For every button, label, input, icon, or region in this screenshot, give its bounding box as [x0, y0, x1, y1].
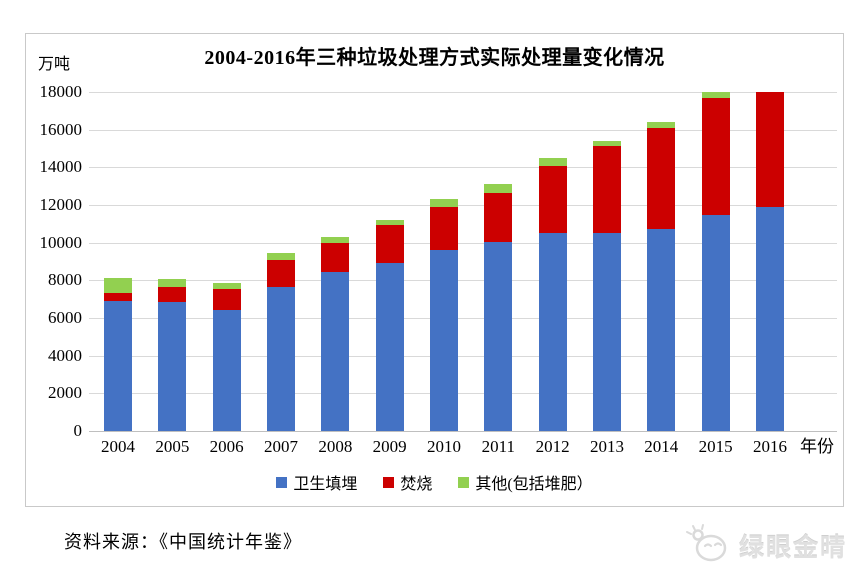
gridline-16000 — [89, 129, 837, 131]
gridline-8000 — [89, 280, 837, 282]
bar-segment-其他(包括堆肥)-2013 — [592, 141, 621, 147]
bar-segment-其他(包括堆肥)-2010 — [429, 198, 458, 207]
panda-face-icon — [683, 520, 735, 571]
legend: 卫生填埋 焚烧 其他(包括堆肥） — [26, 470, 843, 494]
gridline-10000 — [89, 242, 837, 244]
watermark-text: 绿眼金晴 — [738, 532, 847, 562]
bar-segment-焚烧-2016 — [755, 92, 784, 208]
legend-label-incineration: 焚烧 — [400, 476, 433, 493]
bar-segment-焚烧-2004 — [104, 292, 132, 302]
bar-segment-卫生填埋-2015 — [701, 214, 730, 431]
legend-label-landfill: 卫生填埋 — [293, 476, 358, 493]
y-tick-8000: 8000 — [48, 270, 82, 290]
legend-item-other: 其他(包括堆肥） — [458, 470, 593, 494]
bar-segment-焚烧-2006 — [212, 288, 241, 311]
legend-item-incineration: 焚烧 — [383, 470, 432, 494]
x-tick-2011: 2011 — [481, 437, 515, 456]
x-axis-title: 年份 — [800, 437, 834, 456]
legend-swatch-landfill — [276, 476, 288, 488]
y-tick-10000: 10000 — [39, 232, 83, 252]
bar-segment-其他(包括堆肥)-2004 — [104, 278, 132, 293]
bar-segment-焚烧-2011 — [484, 192, 513, 242]
bar-segment-焚烧-2008 — [321, 242, 350, 273]
gridline-12000 — [89, 205, 837, 206]
y-tick-2000: 2000 — [48, 383, 82, 403]
bar-segment-卫生填埋-2006 — [212, 310, 241, 431]
bar-segment-卫生填埋-2007 — [266, 287, 295, 431]
bar-segment-其他(包括堆肥)-2006 — [212, 282, 241, 289]
chart-title: 2004-2016年三种垃圾处理方式实际处理量变化情况 — [204, 47, 665, 69]
legend-label-other: 其他(包括堆肥） — [475, 476, 593, 493]
watermark: 绿眼金晴 — [683, 520, 847, 571]
bar-segment-焚烧-2009 — [375, 225, 404, 264]
gridline-6000 — [89, 318, 837, 319]
bar-segment-其他(包括堆肥)-2014 — [647, 122, 676, 129]
bar-segment-卫生填埋-2013 — [592, 233, 621, 431]
gridline-2000 — [89, 393, 837, 395]
y-tick-18000: 18000 — [39, 82, 83, 101]
x-tick-2007: 2007 — [263, 437, 298, 456]
bar-segment-其他(包括堆肥)-2012 — [538, 158, 567, 166]
x-tick-2016: 2016 — [752, 437, 787, 456]
bar-segment-其他(包括堆肥)-2009 — [375, 219, 404, 226]
bar-segment-卫生填埋-2014 — [647, 228, 676, 431]
bar-segment-卫生填埋-2010 — [429, 250, 458, 431]
legend-swatch-incineration — [383, 476, 395, 488]
legend-item-landfill: 卫生填埋 — [276, 470, 357, 494]
bar-segment-其他(包括堆肥)-2005 — [158, 279, 187, 287]
x-tick-2009: 2009 — [372, 437, 407, 456]
y-tick-4000: 4000 — [48, 345, 82, 365]
bar-segment-焚烧-2012 — [538, 165, 567, 234]
source-note: 资料来源：《中国统计年鉴》 — [64, 532, 302, 552]
bar-segment-焚烧-2010 — [429, 206, 458, 251]
bar-segment-焚烧-2015 — [701, 98, 730, 215]
y-tick-0: 0 — [73, 421, 83, 440]
x-tick-2014: 2014 — [644, 437, 679, 456]
gridline-4000 — [89, 355, 837, 357]
bar-segment-卫生填埋-2011 — [484, 241, 513, 431]
y-tick-12000: 12000 — [39, 195, 83, 214]
plot-area — [89, 92, 837, 432]
bar-segment-焚烧-2013 — [592, 146, 621, 234]
x-tick-2005: 2005 — [155, 437, 190, 456]
y-tick-14000: 14000 — [39, 157, 83, 177]
bar-segment-焚烧-2007 — [266, 260, 295, 288]
x-tick-2004: 2004 — [101, 437, 135, 456]
bar-segment-卫生填埋-2012 — [538, 233, 567, 431]
y-tick-16000: 16000 — [39, 119, 83, 139]
x-axis-line — [89, 431, 837, 432]
bar-segment-其他(包括堆肥)-2011 — [484, 184, 513, 193]
x-tick-2012: 2012 — [535, 437, 570, 456]
bar-segment-卫生填埋-2008 — [321, 272, 350, 431]
y-tick-6000: 6000 — [48, 308, 82, 327]
x-tick-2006: 2006 — [209, 437, 244, 456]
chart-frame: 2004-2016年三种垃圾处理方式实际处理量变化情况 万吨 0 2000 4000… — [25, 33, 844, 507]
bar-segment-卫生填埋-2009 — [375, 263, 404, 431]
bar-segment-焚烧-2005 — [158, 286, 187, 302]
x-tick-2013: 2013 — [589, 437, 624, 456]
gridline-14000 — [89, 167, 837, 169]
y-axis-unit-label: 万吨 — [38, 56, 71, 73]
bar-segment-其他(包括堆肥)-2007 — [266, 253, 295, 261]
bar-segment-卫生填埋-2005 — [158, 301, 187, 431]
legend-swatch-other — [458, 476, 470, 488]
bar-segment-卫生填埋-2016 — [755, 207, 784, 431]
bar-segment-其他(包括堆肥)-2008 — [321, 237, 350, 243]
bar-segment-其他(包括堆肥)-2015 — [701, 92, 730, 99]
x-tick-2010: 2010 — [426, 437, 461, 456]
x-tick-2008: 2008 — [318, 437, 353, 456]
x-tick-2015: 2015 — [698, 437, 733, 456]
bar-segment-卫生填埋-2004 — [104, 301, 132, 431]
bar-segment-焚烧-2014 — [647, 128, 676, 229]
gridline-18000 — [89, 92, 837, 93]
